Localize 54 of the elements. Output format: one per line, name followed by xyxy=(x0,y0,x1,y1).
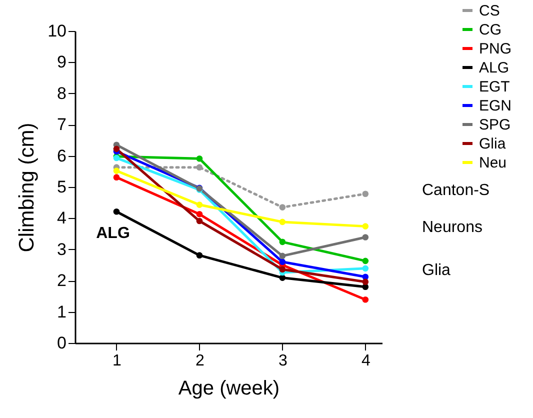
point xyxy=(113,168,120,174)
x-tick-label: 2 xyxy=(196,352,205,370)
legend-label: EGT xyxy=(479,78,510,96)
point xyxy=(362,296,369,303)
point xyxy=(113,174,120,180)
y-tick-label: 1 xyxy=(57,302,66,322)
legend-label: Neu xyxy=(479,154,507,172)
point xyxy=(279,266,286,273)
legend-label: Glia xyxy=(479,136,506,152)
x-tick-label: 3 xyxy=(278,352,288,370)
y-tick-label: 7 xyxy=(57,115,66,134)
point xyxy=(196,210,203,218)
legend-label: ALG xyxy=(479,60,510,76)
y-axis-title: Climbing (cm) xyxy=(16,122,39,252)
legend-label: PNG xyxy=(479,40,512,58)
text: Glia xyxy=(422,262,451,279)
point xyxy=(279,258,286,266)
point xyxy=(362,234,369,240)
legend-label: EGN xyxy=(479,98,512,114)
x-axis-title: Age (week) xyxy=(178,378,280,400)
x-tick-label: 4 xyxy=(361,352,370,370)
point xyxy=(279,238,286,246)
point xyxy=(196,155,203,162)
legend-label: SPG xyxy=(479,116,511,134)
point xyxy=(196,202,203,208)
point xyxy=(113,146,120,152)
y-tick-label: 0 xyxy=(57,334,66,352)
y-tick-label: 9 xyxy=(57,52,66,72)
point xyxy=(362,258,369,264)
y-tick-label: 6 xyxy=(57,146,66,166)
x-tick-label: 1 xyxy=(112,352,122,370)
point xyxy=(196,252,203,258)
point xyxy=(279,252,286,260)
y-tick-label: 10 xyxy=(48,22,66,40)
point xyxy=(279,204,286,210)
y-tick-label: 2 xyxy=(57,271,66,290)
y-tick-label: 3 xyxy=(57,240,66,259)
point xyxy=(279,218,286,226)
legend-label: CS xyxy=(479,2,500,20)
point xyxy=(362,265,369,272)
point xyxy=(113,208,120,215)
annotation: ALG xyxy=(96,225,130,242)
text: Neurons xyxy=(422,219,482,236)
y-tick-label: 8 xyxy=(57,84,66,103)
point xyxy=(362,278,369,286)
point xyxy=(196,218,203,224)
point xyxy=(279,274,286,281)
point xyxy=(362,223,369,230)
y-tick-label: 4 xyxy=(57,208,66,228)
point xyxy=(362,190,369,198)
point xyxy=(196,164,203,170)
y-tick-label: 5 xyxy=(57,178,66,196)
legend-label: CG xyxy=(479,22,502,38)
text: Canton-S xyxy=(422,182,490,199)
